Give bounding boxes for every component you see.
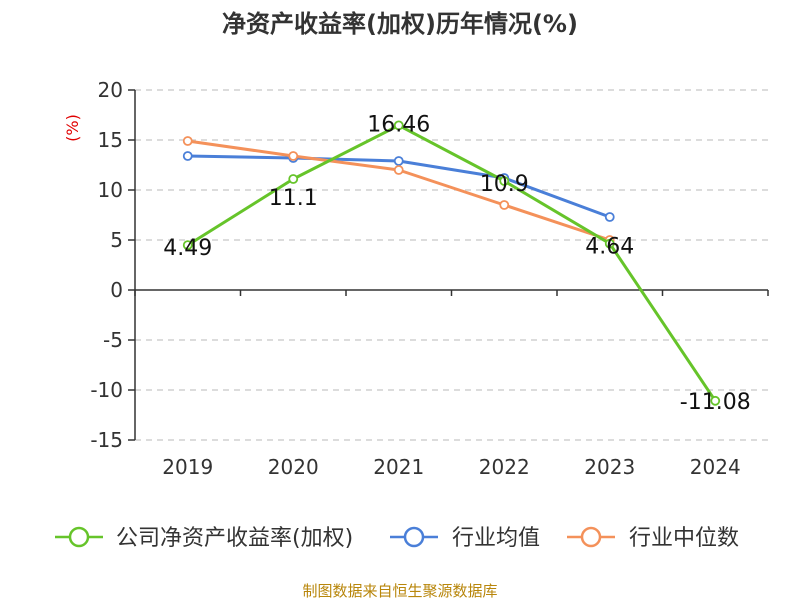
legend-label: 行业均值: [452, 526, 540, 551]
series-group: [182, 120, 721, 406]
legend-label: 行业中位数: [629, 526, 739, 551]
data-point: [393, 165, 404, 175]
data-point: [182, 136, 193, 146]
y-ticks: 20 15 10 5 0 -5 -10 -15: [90, 78, 123, 452]
series-0: [182, 120, 721, 406]
y-tick-label: 5: [110, 228, 123, 252]
x-tick-label: 2020: [268, 455, 319, 479]
grid-lines: [135, 89, 768, 441]
legend-label: 公司净资产收益率(加权): [116, 526, 353, 551]
legend-item-2: 行业中位数: [567, 526, 739, 551]
data-label: 10.9: [480, 172, 529, 197]
data-label: -11.08: [680, 390, 751, 415]
axes: [128, 89, 769, 441]
data-label: 11.1: [269, 186, 318, 211]
data-label: 16.46: [367, 112, 430, 137]
data-point: [182, 151, 193, 161]
y-tick-label: 20: [98, 78, 123, 102]
y-tick-label: 0: [110, 278, 123, 302]
data-point: [710, 395, 721, 406]
data-point: [604, 212, 615, 222]
x-tick-label: 2022: [479, 455, 530, 479]
y-tick-label: -15: [90, 428, 123, 452]
y-tick-label: -10: [90, 378, 123, 402]
chart-title: 净资产收益率(加权)历年情况(%): [222, 10, 578, 38]
y-axis-label: (%): [63, 114, 82, 142]
data-label: 4.64: [585, 235, 634, 260]
legend-swatch-marker: [68, 526, 90, 548]
legend-item-0: 公司净资产收益率(加权): [55, 526, 353, 551]
x-tick-label: 2023: [584, 455, 635, 479]
data-point: [499, 176, 510, 186]
legend-swatch-marker: [403, 526, 425, 548]
legend-swatch-marker: [580, 526, 602, 548]
data-point: [288, 174, 299, 184]
y-tick-label: 10: [98, 178, 123, 202]
x-tick-label: 2021: [373, 455, 424, 479]
data-point: [499, 200, 510, 210]
source-note: 制图数据来自恒生聚源数据库: [302, 582, 497, 600]
data-point: [288, 151, 299, 161]
data-label: 4.49: [163, 236, 212, 261]
data-point: [604, 238, 615, 249]
legend: 公司净资产收益率(加权) 行业均值 行业中位数: [55, 526, 739, 551]
data-labels: 4.49 11.1 16.46 10.9 4.64 -11.08: [163, 112, 750, 414]
data-point: [393, 156, 404, 166]
x-tick-label: 2019: [162, 455, 213, 479]
series-1: [182, 151, 615, 222]
series-line: [186, 123, 717, 402]
y-tick-label: 15: [98, 128, 123, 152]
data-point: [393, 120, 404, 131]
x-tick-label: 2024: [690, 455, 741, 479]
data-point: [182, 240, 193, 251]
legend-item-1: 行业均值: [390, 526, 540, 551]
x-ticks: 2019 2020 2021 2022 2023 2024: [162, 455, 740, 479]
y-tick-label: -5: [103, 328, 123, 352]
